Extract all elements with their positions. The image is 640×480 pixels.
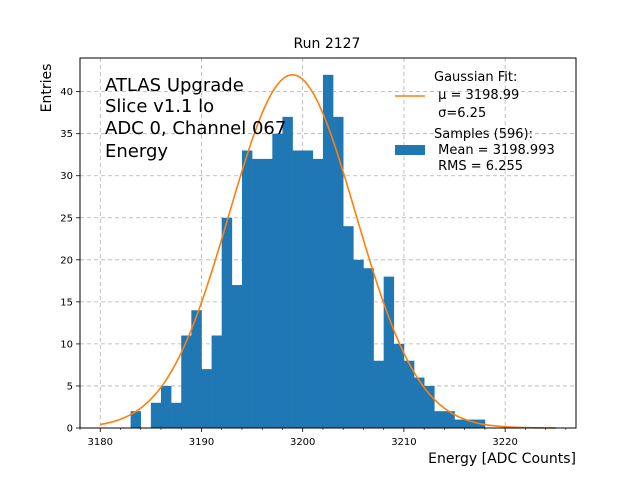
histogram-bar: [343, 226, 354, 428]
histogram-bars: [130, 74, 486, 429]
histogram-bar: [363, 268, 374, 428]
histogram-bar: [181, 335, 192, 428]
histogram-bar: [302, 150, 314, 428]
histogram-bar: [292, 150, 303, 428]
legend: Gaussian Fit: μ = 3198.99 σ=6.25 Samples…: [395, 70, 555, 174]
y-tick-label: 40: [60, 87, 73, 98]
y-tick-label: 30: [60, 171, 73, 182]
histogram-bar: [434, 411, 445, 428]
histogram-bar: [262, 158, 273, 428]
histogram-bar: [282, 116, 293, 428]
legend-fit-line: Gaussian Fit:: [434, 70, 517, 85]
histogram-bar: [130, 411, 142, 428]
legend-hist-line: Mean = 3198.993: [434, 143, 555, 158]
chart-title: Run 2127: [294, 36, 361, 52]
info-annotation: ATLAS Upgrade Slice v1.1 lo ADC 0, Chann…: [105, 75, 286, 162]
legend-hist-line: Samples (596):: [434, 127, 533, 142]
histogram-bar: [353, 259, 364, 428]
y-axis-label: Entries: [39, 64, 55, 113]
histogram-bar: [211, 335, 223, 428]
gaussian-fit-curve: [100, 74, 556, 429]
x-axis-label: Energy [ADC Counts]: [428, 451, 576, 467]
y-tick-label: 15: [60, 297, 73, 308]
histogram-bar: [272, 133, 283, 428]
histogram-bar: [231, 285, 243, 428]
histogram-bar: [160, 385, 172, 428]
legend-hist-line: RMS = 6.255: [434, 159, 523, 174]
x-tick-label: 3220: [492, 437, 517, 448]
annotation-line: ATLAS Upgrade: [105, 75, 244, 96]
histogram-bar: [414, 377, 425, 428]
histogram-bar: [150, 402, 162, 428]
y-axis-ticks: 0 5 10 15 20 25 30 35 40: [60, 87, 80, 435]
histogram-bar: [444, 411, 455, 428]
y-tick-label: 35: [60, 129, 73, 140]
annotation-line: ADC 0, Channel 067: [105, 118, 286, 139]
y-tick-label: 5: [67, 381, 73, 392]
histogram-bar: [312, 158, 324, 428]
plot-frame: [79, 57, 577, 429]
histogram-bar: [241, 150, 253, 428]
annotation-line: Slice v1.1 lo: [105, 96, 214, 117]
x-tick-label: 3190: [189, 437, 214, 448]
x-tick-label: 3210: [391, 437, 416, 448]
fit-curve-path: [100, 74, 556, 429]
histogram-bar: [373, 360, 384, 428]
histogram-bar: [322, 74, 334, 429]
x-tick-label: 3200: [290, 437, 315, 448]
histogram-bar: [383, 276, 395, 428]
legend-hist-swatch: [395, 145, 425, 155]
histogram-bar: [393, 343, 405, 428]
y-tick-label: 0: [67, 424, 73, 435]
x-axis-ticks: 3180 3190 3200 3210 3220: [79, 428, 567, 448]
histogram-bar: [221, 217, 233, 428]
histogram-bar: [464, 419, 476, 428]
legend-fit-line: μ = 3198.99: [434, 88, 519, 103]
y-tick-label: 20: [60, 255, 73, 266]
histogram-bar: [191, 310, 202, 428]
histogram-bar: [333, 116, 344, 428]
histogram-bar: [171, 402, 182, 428]
histogram-bar: [454, 419, 465, 428]
x-tick-label: 3180: [88, 437, 113, 448]
histogram-bar: [201, 369, 212, 428]
y-tick-label: 10: [60, 339, 73, 350]
histogram-bar: [403, 360, 415, 428]
annotation-line: Energy: [105, 141, 168, 162]
y-tick-label: 25: [60, 213, 73, 224]
legend-fit-line: σ=6.25: [434, 106, 486, 121]
histogram-bar: [252, 158, 263, 428]
histogram-bar: [424, 385, 435, 428]
